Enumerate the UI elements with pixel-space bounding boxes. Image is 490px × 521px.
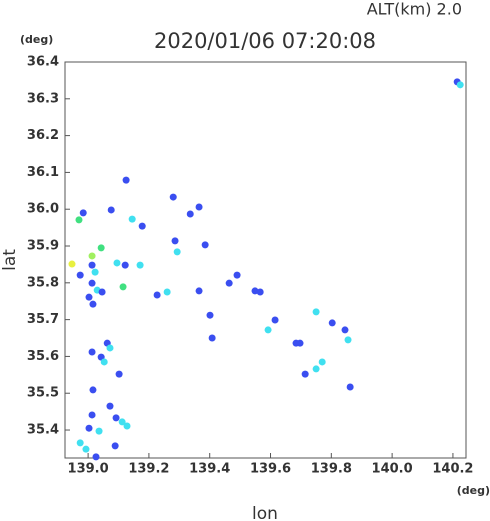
echo-point — [68, 260, 76, 268]
x-axis-label: lon — [252, 504, 278, 521]
altitude-label: ALT(km) 2.0 — [367, 0, 462, 19]
echo-point — [98, 288, 106, 296]
echo-point — [264, 326, 272, 334]
echo-point — [208, 334, 216, 342]
echo-point — [88, 348, 96, 356]
echo-point — [201, 241, 209, 249]
x-unit: (deg) — [457, 484, 490, 497]
y-tick-label: 36.1 — [27, 165, 59, 180]
echo-point — [173, 248, 181, 256]
echo-point — [318, 358, 326, 366]
y-tick-label: 35.5 — [27, 386, 59, 401]
x-tick-label: 140.2 — [432, 462, 473, 477]
echo-point — [153, 291, 161, 299]
y-axis-label: lat — [0, 249, 20, 271]
echo-point — [138, 222, 146, 230]
echo-point — [89, 386, 97, 394]
echo-point — [85, 424, 93, 432]
echo-point — [115, 370, 123, 378]
echo-point — [107, 206, 115, 214]
echo-point — [256, 288, 264, 296]
echo-point — [301, 370, 309, 378]
echo-point — [341, 326, 349, 334]
echo-point — [89, 300, 97, 308]
x-tick-label: 139.0 — [68, 462, 109, 477]
echo-point — [296, 339, 304, 347]
echo-point — [456, 81, 464, 89]
y-tick-label: 35.6 — [27, 349, 59, 364]
echo-point — [95, 427, 103, 435]
echo-point — [206, 311, 214, 319]
echo-point — [88, 411, 96, 419]
x-tick-label: 139.2 — [128, 462, 169, 477]
echo-point — [75, 216, 83, 224]
echo-point — [119, 283, 127, 291]
chart-title: 2020/01/06 07:20:08 — [154, 29, 376, 53]
echo-point — [82, 445, 90, 453]
echo-point — [163, 288, 171, 296]
echo-point — [100, 358, 108, 366]
x-tick-label: 139.6 — [250, 462, 291, 477]
echo-point — [118, 418, 126, 426]
echo-point — [195, 203, 203, 211]
echo-point — [233, 271, 241, 279]
echo-point — [271, 316, 279, 324]
echo-point — [312, 365, 320, 373]
echo-point — [76, 271, 84, 279]
echo-point — [97, 244, 105, 252]
y-tick-label: 35.9 — [27, 239, 59, 254]
echo-point — [85, 293, 93, 301]
echo-point — [122, 176, 130, 184]
echo-point — [76, 439, 84, 447]
plot-frame — [64, 61, 467, 459]
y-tick-label: 36.2 — [27, 128, 59, 143]
y-tick-label: 36.3 — [27, 91, 59, 106]
x-tick-label: 140.0 — [372, 462, 413, 477]
y-tick-label: 35.8 — [27, 275, 59, 290]
echo-point — [312, 308, 320, 316]
y-tick-label: 36.4 — [27, 55, 59, 70]
echo-point — [128, 215, 136, 223]
echo-point — [113, 259, 121, 267]
echo-point — [225, 279, 233, 287]
y-unit: (deg) — [20, 33, 53, 46]
y-tick-label: 35.4 — [27, 423, 59, 438]
y-tick-label: 36.0 — [27, 202, 59, 217]
echo-point — [112, 414, 120, 422]
echo-point — [169, 193, 177, 201]
echo-point — [79, 209, 87, 217]
echo-point — [123, 422, 131, 430]
echo-point — [91, 268, 99, 276]
y-tick-label: 35.7 — [27, 312, 59, 327]
echo-point — [328, 319, 336, 327]
echo-point — [136, 261, 144, 269]
echo-point — [171, 237, 179, 245]
echo-point — [195, 287, 203, 295]
echo-point — [92, 453, 100, 461]
echo-point — [88, 261, 96, 269]
echo-point — [121, 261, 129, 269]
echo-point — [106, 402, 114, 410]
echo-point — [346, 383, 354, 391]
echo-point — [88, 252, 96, 260]
echo-point — [106, 344, 114, 352]
x-tick-label: 139.4 — [189, 462, 230, 477]
echo-point — [111, 442, 119, 450]
x-tick-label: 139.8 — [311, 462, 352, 477]
echo-point — [186, 210, 194, 218]
echo-point — [344, 336, 352, 344]
echo-point — [88, 279, 96, 287]
